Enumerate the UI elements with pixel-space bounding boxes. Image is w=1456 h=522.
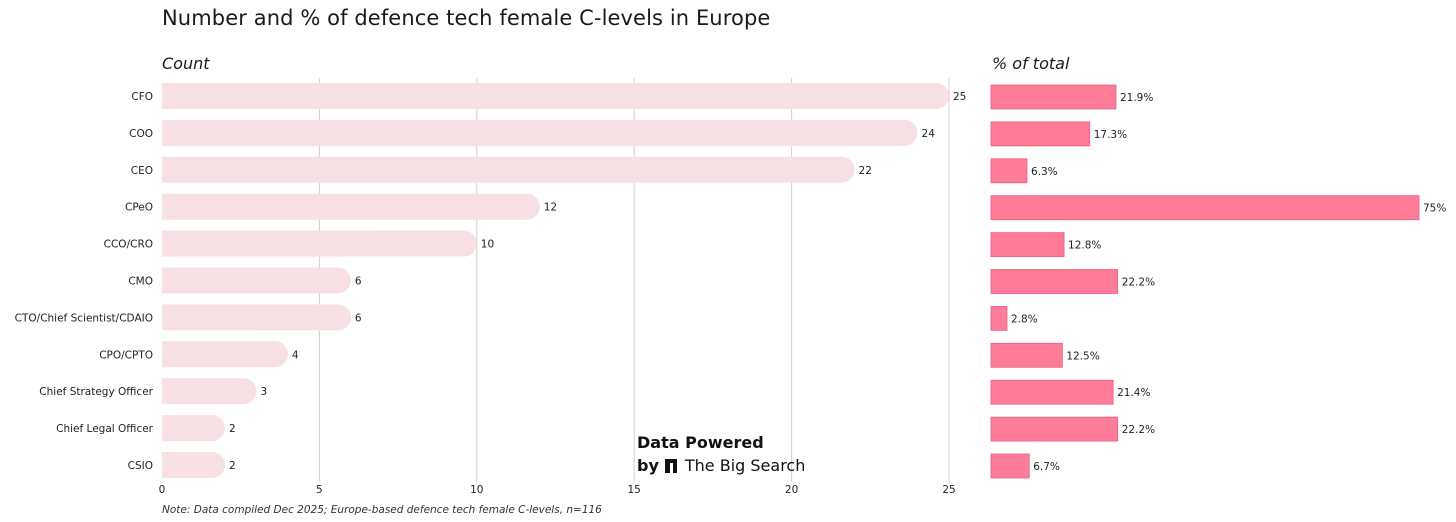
category-label: CFO [131,91,153,103]
percent-value-label: 6.7% [1033,461,1060,473]
watermark-brand: The Big Search [684,456,806,475]
count-value-label: 6 [355,312,362,324]
category-label: CMO [128,276,153,288]
percent-bar [990,158,1028,184]
percent-value-label: 6.3% [1031,166,1058,178]
category-label: CSIO [128,460,153,472]
count-value-label: 22 [859,165,872,177]
percent-value-label: 22.2% [1122,277,1155,289]
percent-value-label: 12.5% [1066,350,1099,362]
count-bar [162,230,477,257]
percent-bar [990,379,1114,405]
chart-title: Number and % of defence tech female C-le… [162,6,771,30]
x-tick-label-0: 0 [159,484,166,496]
percent-value-label: 21.9% [1120,92,1153,104]
category-label: Chief Strategy Officer [39,386,153,398]
x-tick-label-25: 25 [942,484,955,496]
percent-value-label: 22.2% [1122,424,1155,436]
count-bar [162,267,351,294]
percent-value-label: 21.4% [1117,387,1150,399]
count-bar [162,304,351,331]
x-tick-label-5: 5 [316,484,323,496]
category-label: COO [129,128,153,140]
percent-bar [990,269,1119,294]
count-bar [162,156,855,183]
count-bar [162,193,540,220]
percent-panel-label: % of total [992,54,1070,73]
percent-bar [990,453,1030,479]
count-value-label: 12 [544,202,557,214]
percent-value-label: 2.8% [1011,313,1038,325]
count-bar [162,83,949,109]
percent-bar [990,342,1063,368]
count-value-label: 4 [292,349,299,361]
x-tick-label-10: 10 [470,484,483,496]
big-search-logo-icon [664,459,677,473]
watermark-line2: by The Big Search [637,456,805,475]
count-value-label: 6 [355,276,362,288]
watermark: Data Powered by The Big Search [637,433,805,475]
category-label: CTO/Chief Scientist/CDAIO [15,312,153,324]
count-bar [162,452,225,478]
count-bar [162,119,918,146]
watermark-line1: Data Powered [637,433,764,452]
percent-bar [990,84,1117,110]
percent-bar [990,305,1008,331]
category-label: Chief Legal Officer [56,423,154,435]
percent-value-label: 12.8% [1068,240,1101,252]
percent-value-label: 75% [1423,203,1446,215]
percent-bar [990,232,1065,258]
percent-value-label: 17.3% [1094,129,1127,141]
category-label: CPeO [125,202,153,214]
percent-bar [990,121,1091,147]
percent-bar [990,195,1420,221]
category-label: CPO/CPTO [99,349,153,361]
x-tick-label-20: 20 [785,484,798,496]
percent-bar [990,416,1119,442]
count-value-label: 2 [229,460,236,472]
chart-note: Note: Data compiled Dec 2025; Europe-bas… [162,504,602,516]
count-value-label: 10 [481,239,494,251]
x-tick-label-15: 15 [628,484,641,496]
count-value-label: 2 [229,423,236,435]
count-panel-label: Count [162,54,210,73]
count-value-label: 3 [260,386,267,398]
category-label: CEO [131,165,153,177]
category-label: CCO/CRO [104,239,153,251]
count-bar [162,415,225,442]
count-bar [162,378,257,405]
count-value-label: 25 [953,91,966,103]
count-value-label: 24 [922,128,936,140]
count-bar [162,341,288,368]
watermark-by: by [637,456,659,475]
